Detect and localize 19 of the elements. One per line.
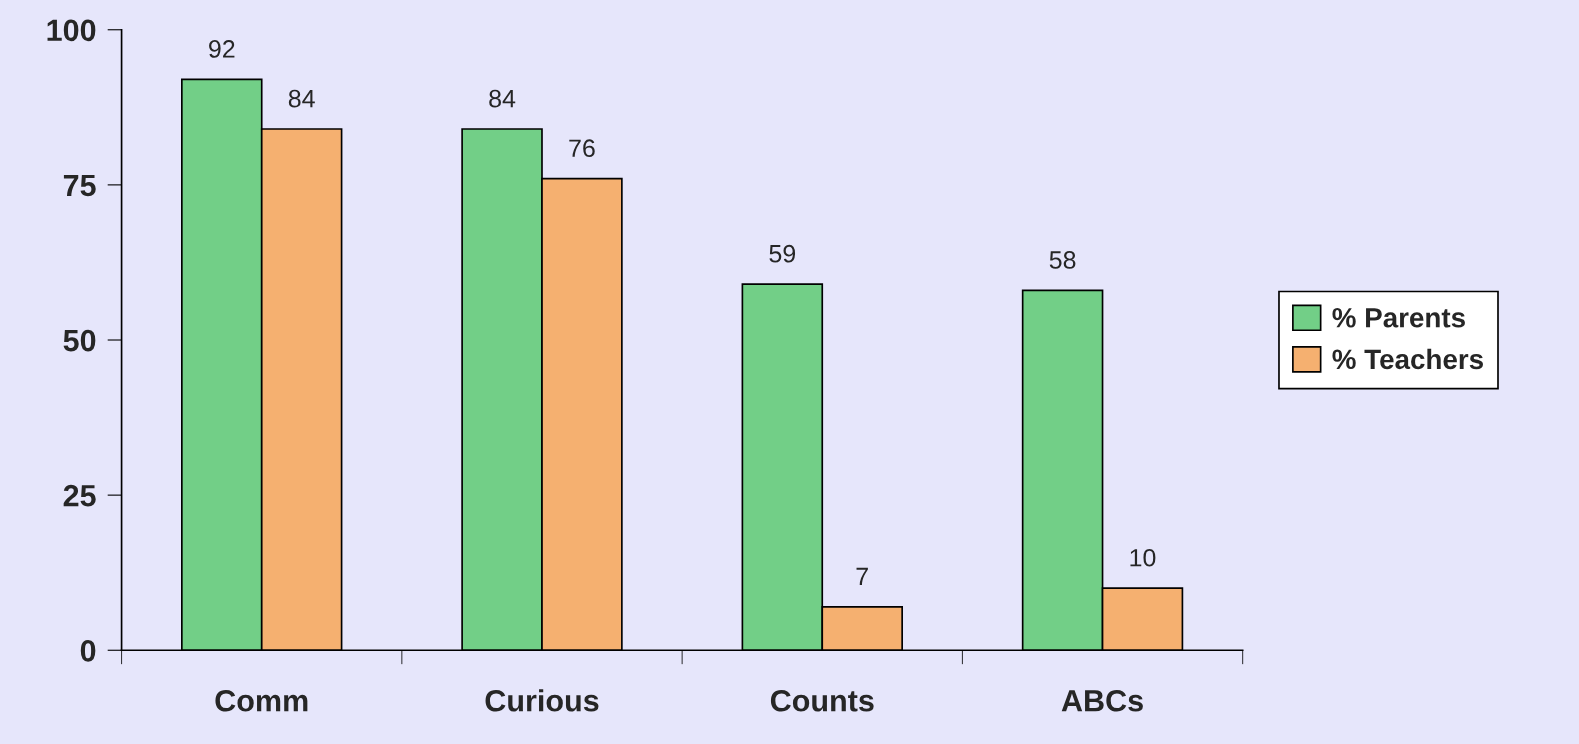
y-tick-label: 0	[80, 639, 96, 662]
data-label: 84	[288, 89, 315, 108]
x-tick-label: Comm	[215, 689, 308, 712]
x-tick-label: Counts	[770, 689, 874, 712]
legend-label: % Parents	[1332, 307, 1465, 328]
y-tick-label: 75	[63, 174, 96, 197]
data-label: 10	[1130, 548, 1156, 567]
x-tick-label: ABCs	[1061, 689, 1143, 712]
y-tick-label: 50	[63, 329, 96, 352]
data-label: 84	[489, 89, 516, 108]
data-label: 76	[569, 139, 595, 158]
legend-label: % Teachers	[1332, 348, 1483, 370]
y-tick-label: 25	[63, 484, 96, 507]
data-label: 92	[209, 40, 235, 58]
data-label: 58	[1049, 251, 1076, 269]
data-label: 59	[769, 244, 796, 263]
x-tick-label: Curious	[485, 689, 599, 712]
data-label: 7	[856, 567, 868, 585]
y-tick-label: 100	[47, 19, 96, 42]
